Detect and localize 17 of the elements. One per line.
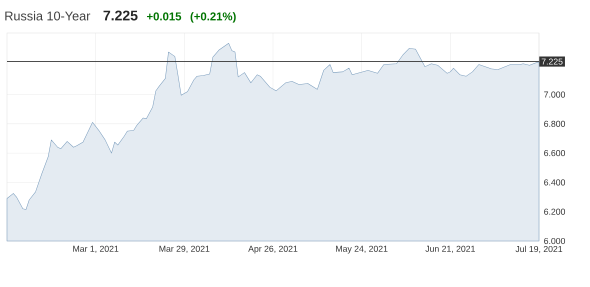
chart-title: Russia 10-Year xyxy=(5,11,90,20)
y-tick-label: 7.000 xyxy=(544,91,566,98)
y-tick-label: 6.400 xyxy=(544,179,566,186)
y-tick-label: 6.800 xyxy=(544,120,566,127)
text: +0.015 xyxy=(146,12,182,20)
x-tick-label: Jul 19, 2021 xyxy=(516,246,562,254)
text: (+0.21%) xyxy=(190,12,236,23)
x-tick-label: May 24, 2021 xyxy=(336,246,388,254)
x-tick-label: Jun 21, 2021 xyxy=(425,246,475,253)
y-tick-label: 6.600 xyxy=(544,150,566,156)
ref-line-label: 7.225 xyxy=(542,58,563,65)
x-tick-label: Mar 29, 2021 xyxy=(160,246,210,253)
y-tick-label: 6.200 xyxy=(544,208,566,215)
y-tick-label: 6.000 xyxy=(544,238,566,244)
text: 7.225 xyxy=(104,10,138,20)
x-tick-label: Apr 26, 2021 xyxy=(248,246,298,254)
x-tick-label: Mar 1, 2021 xyxy=(73,246,118,253)
